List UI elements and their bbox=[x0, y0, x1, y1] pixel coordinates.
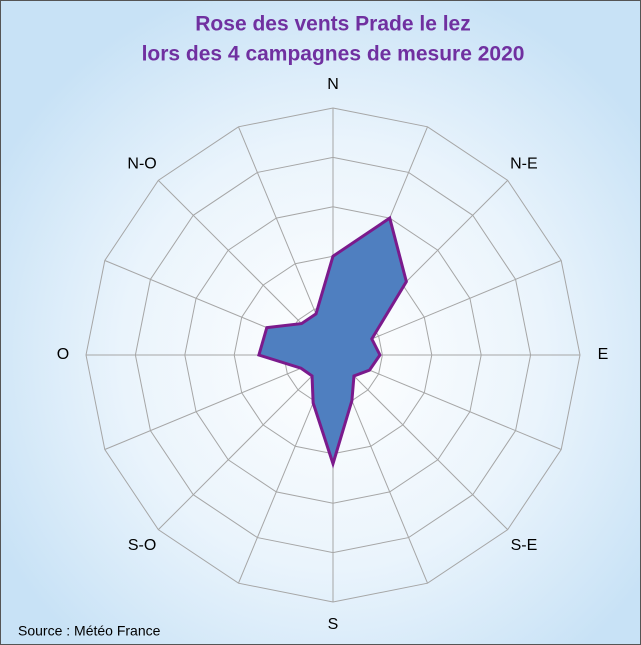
category-label: S-E bbox=[511, 537, 538, 554]
category-label: S bbox=[328, 616, 339, 633]
category-label: N-E bbox=[510, 155, 538, 172]
category-label: S-O bbox=[128, 537, 156, 554]
category-label: N bbox=[327, 76, 339, 93]
plot: N N-E E S-E S S-O O N-O bbox=[57, 76, 609, 633]
radar-area bbox=[257, 215, 408, 469]
chart-title: Rose des vents Prade le lez bbox=[195, 13, 470, 36]
source: Source : Météo France bbox=[18, 623, 161, 639]
spoke bbox=[332, 354, 509, 531]
spoke bbox=[157, 354, 334, 531]
spoke bbox=[104, 354, 334, 450]
category-label: E bbox=[598, 346, 609, 363]
spoke bbox=[332, 354, 562, 450]
chart-title: lors des 4 campagnes de mesure 2020 bbox=[142, 43, 525, 66]
category-label: O bbox=[57, 346, 69, 363]
category-label: N-O bbox=[127, 155, 156, 172]
